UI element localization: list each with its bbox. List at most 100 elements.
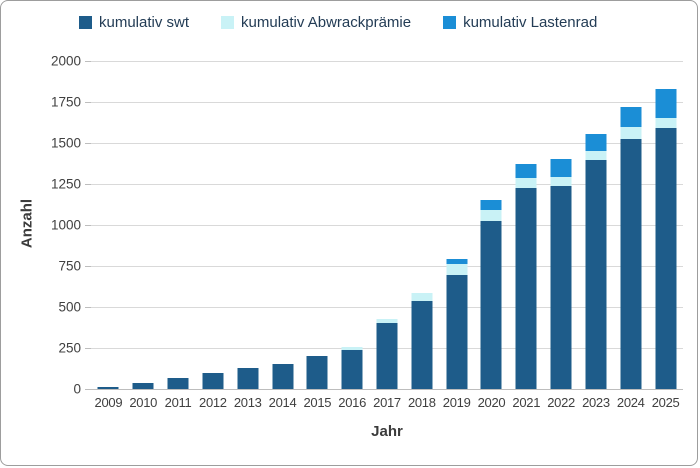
bar-segment-2021-kumulativ-abwrackprämie: [515, 178, 537, 189]
bar-segment-2021-kumulativ-lastenrad: [515, 164, 537, 179]
legend-label-swt: kumulativ swt: [99, 14, 190, 31]
x-tick-label-2015: 2015: [303, 395, 332, 410]
chart-legend: kumulativ swt kumulativ Abwrackprämie ku…: [79, 14, 597, 31]
bar-segment-2023-kumulativ-swt: [585, 160, 607, 389]
legend-item-swt: kumulativ swt: [79, 14, 189, 31]
y-tick-label-750: 750: [58, 258, 81, 274]
bar-segment-2017-kumulativ-swt: [376, 323, 398, 389]
bar-column-2012: [195, 61, 230, 389]
plot-area: 0 250 500 750 1000 1250 1500 1750 2000: [51, 54, 683, 397]
bar-segment-2024-kumulativ-lastenrad: [620, 106, 642, 128]
x-tick-label-2016: 2016: [338, 395, 367, 410]
x-tick-label-2011: 2011: [164, 395, 192, 410]
bar-column-2009: [91, 61, 126, 389]
bar-column-2017: [370, 61, 405, 389]
legend-swatch-swt: [79, 16, 92, 29]
bar-column-2011: [161, 61, 196, 389]
bar-segment-2025-kumulativ-swt: [655, 128, 677, 389]
bar-segment-2024-kumulativ-swt: [620, 138, 642, 389]
x-tick-label-2025: 2025: [651, 395, 680, 410]
bar-segment-2011-kumulativ-swt: [167, 378, 189, 389]
legend-label-abwrackpraemie: kumulativ Abwrackprämie: [241, 14, 412, 31]
legend-swatch-abwrackpraemie: [221, 16, 235, 29]
x-tick-label-2019: 2019: [442, 395, 471, 410]
bar-column-2014: [265, 61, 300, 389]
y-tick-mark-0: [85, 389, 91, 390]
bar-column-2019: [439, 61, 474, 389]
bar-column-2021: [509, 61, 544, 389]
x-axis-tick-labels: 2009 2010 2011 2012 2013 2014 2015 2016 2017 2018…: [91, 395, 683, 413]
legend-swatch-lastenrad: [443, 16, 457, 29]
y-tick-label-1500: 1500: [50, 135, 81, 151]
bar-column-2018: [404, 61, 439, 389]
bar-segment-2022-kumulativ-lastenrad: [550, 159, 572, 177]
bar-segment-2012-kumulativ-swt: [202, 372, 224, 389]
bar-segment-2020-kumulativ-lastenrad: [480, 199, 502, 211]
x-tick-label-2023: 2023: [582, 395, 610, 410]
y-tick-label-250: 250: [58, 340, 81, 356]
y-tick-label-500: 500: [58, 299, 81, 315]
bar-segment-2025-kumulativ-abwrackprämie: [655, 117, 677, 129]
x-tick-label-2017: 2017: [373, 395, 401, 410]
y-tick-mark-750: [85, 266, 91, 267]
bar-segment-2009-kumulativ-swt: [97, 387, 119, 389]
y-tick-label-0: 0: [73, 381, 81, 397]
y-tick-label-1000: 1000: [50, 217, 81, 233]
bar-segment-2021-kumulativ-swt: [515, 188, 537, 389]
y-tick-label-1750: 1750: [50, 94, 81, 110]
bar-column-2015: [300, 61, 335, 389]
y-tick-mark-1250: [85, 184, 91, 185]
bar-segment-2017-kumulativ-abwrackprämie: [376, 318, 398, 324]
gridline-1500: [91, 143, 683, 144]
gridline-2000: [91, 61, 683, 62]
gridline-750: [91, 266, 683, 267]
bar-segment-2018-kumulativ-abwrackprämie: [411, 293, 433, 302]
bar-column-2023: [579, 61, 614, 389]
bar-segment-2019-kumulativ-abwrackprämie: [446, 263, 468, 276]
x-tick-label-2021: 2021: [512, 395, 541, 410]
x-axis-title: Jahr: [371, 423, 403, 440]
bar-segment-2023-kumulativ-lastenrad: [585, 133, 607, 152]
bar-segment-2023-kumulativ-abwrackprämie: [585, 151, 607, 161]
bar-column-2025: [648, 61, 683, 389]
y-tick-label-2000: 2000: [50, 53, 81, 69]
x-tick-label-2020: 2020: [477, 395, 506, 410]
bar-segment-2016-kumulativ-abwrackprämie: [341, 347, 363, 350]
bar-column-2016: [335, 61, 370, 389]
y-tick-mark-2000: [85, 61, 91, 62]
bar-segment-2010-kumulativ-swt: [132, 383, 154, 389]
bar-segment-2016-kumulativ-swt: [341, 349, 363, 389]
y-tick-mark-1500: [85, 143, 91, 144]
x-tick-label-2009: 2009: [94, 395, 123, 410]
legend-item-lastenrad: kumulativ Lastenrad: [443, 14, 597, 31]
bar-segment-2022-kumulativ-swt: [550, 186, 572, 389]
x-tick-label-2018: 2018: [407, 395, 436, 410]
bar-segment-2015-kumulativ-swt: [306, 356, 328, 389]
bar-segment-2025-kumulativ-lastenrad: [655, 88, 677, 118]
x-tick-label-2014: 2014: [268, 395, 297, 410]
bar-segment-2013-kumulativ-swt: [237, 367, 259, 389]
bar-segment-2022-kumulativ-abwrackprämie: [550, 176, 572, 187]
bar-column-2013: [230, 61, 265, 389]
bar-segment-2014-kumulativ-swt: [272, 364, 294, 389]
bar-segment-2024-kumulativ-abwrackprämie: [620, 127, 642, 139]
bar-segment-2020-kumulativ-abwrackprämie: [480, 210, 502, 221]
x-tick-label-2022: 2022: [547, 395, 575, 410]
y-tick-mark-500: [85, 307, 91, 308]
bar-column-2010: [126, 61, 161, 389]
gridline-1250: [91, 184, 683, 185]
x-tick-label-2010: 2010: [129, 395, 158, 410]
bar-segment-2019-kumulativ-lastenrad: [446, 259, 468, 264]
bar-segment-2019-kumulativ-swt: [446, 275, 468, 389]
x-tick-label-2024: 2024: [616, 395, 645, 410]
legend-item-abwrackpraemie: kumulativ Abwrackprämie: [221, 14, 411, 31]
bar-segment-2020-kumulativ-swt: [480, 220, 502, 389]
bar-column-2024: [613, 61, 648, 389]
bar-column-2022: [544, 61, 579, 389]
x-tick-label-2012: 2012: [199, 395, 227, 410]
legend-label-lastenrad: kumulativ Lastenrad: [463, 14, 598, 31]
y-tick-label-1250: 1250: [50, 176, 81, 192]
y-tick-mark-1750: [85, 102, 91, 103]
y-tick-mark-1000: [85, 225, 91, 226]
